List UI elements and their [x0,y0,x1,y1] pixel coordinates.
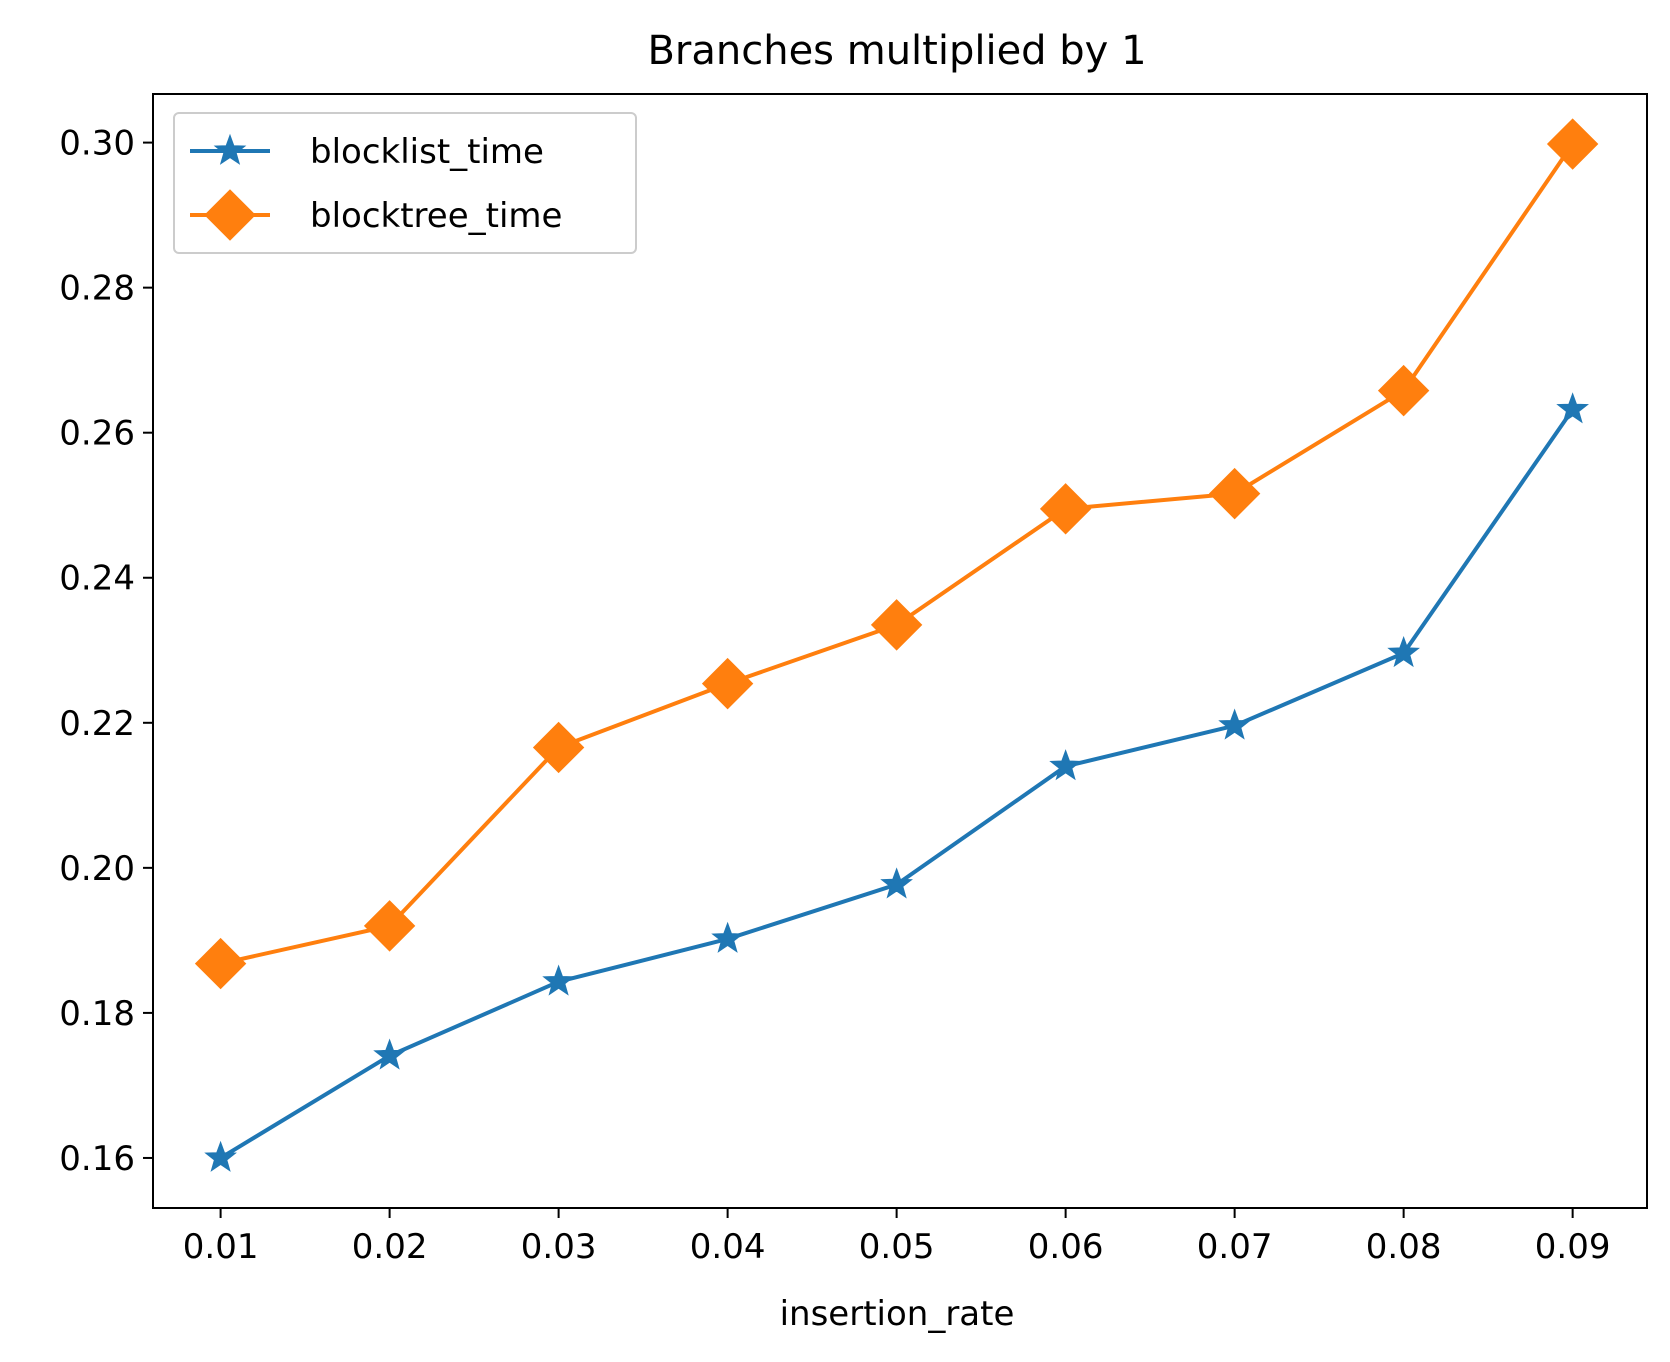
data-point-blocklist_time-7 [1218,708,1251,740]
legend-box [173,112,637,254]
y-tick-label-2: 0.18 [59,994,135,1034]
y-tick-label-5: 0.24 [59,559,135,599]
axes-frame [152,93,1648,1209]
data-point-blocklist_time-5 [880,867,913,899]
x-tick-label-2: 0.02 [352,1227,428,1267]
data-point-blocklist_time-8 [1387,635,1420,668]
data-point-blocklist_time-6 [1049,749,1082,781]
x-tick-label-1: 0.01 [183,1227,259,1267]
data-point-blocktree_time-9 [1546,118,1599,170]
data-point-blocklist_time-2 [373,1038,406,1070]
x-axis-label: insertion_rate [780,1294,1015,1334]
y-tick-label-3: 0.20 [59,849,135,889]
y-tick-label-7: 0.28 [59,269,135,309]
x-tick-label-8: 0.08 [1366,1227,1442,1267]
data-point-blocktree_time-1 [194,937,247,990]
data-point-blocktree_time-8 [1377,364,1430,417]
x-tick-label-9: 0.09 [1535,1227,1611,1267]
data-point-blocklist_time-1 [204,1140,237,1172]
data-point-blocklist_time-4 [711,921,744,953]
series-layer [194,118,1599,1172]
legend-label-blocktree_time: blocktree_time [310,196,562,236]
x-tick-label-6: 0.06 [1028,1227,1104,1267]
chart-title: Branches multiplied by 1 [647,28,1146,74]
legend-entry-blocktree_time: blocktree_time [190,189,562,241]
legend-label-blocklist_time: blocklist_time [310,132,544,172]
legend-marker-blocklist_time [213,133,247,165]
axes-layer: 0.01 0.02 0.03 0.04 0.05 0.06 0.07 0.08 0.09 0.16… [59,93,1648,1267]
data-point-blocktree_time-6 [1039,483,1092,535]
data-point-blocktree_time-5 [870,599,923,651]
y-tick-label-4: 0.22 [59,704,135,744]
y-tick-label-8: 0.30 [59,124,135,164]
y-tick-label-6: 0.26 [59,414,135,454]
series-blocktree_time [194,118,1599,990]
data-point-blocklist_time-9 [1556,392,1589,424]
data-point-blocktree_time-4 [701,657,754,710]
plot-background [153,94,1647,1208]
data-point-blocktree_time-3 [532,721,585,774]
x-tick-label-7: 0.07 [1197,1227,1273,1267]
plot-area [153,94,1647,1208]
data-point-blocklist_time-3 [542,964,575,996]
x-tick-label-3: 0.03 [521,1227,597,1267]
legend-marker-blocktree_time [204,189,256,241]
x-tick-label-5: 0.05 [859,1227,935,1267]
data-point-blocktree_time-2 [363,900,416,952]
data-point-blocktree_time-7 [1208,467,1261,520]
y-tick-label-1: 0.16 [59,1139,135,1179]
series-blocklist_time [204,392,1589,1172]
legend: blocklist_time blocktree_time [173,112,637,254]
x-tick-label-4: 0.04 [690,1227,766,1267]
legend-entry-blocklist_time: blocklist_time [190,132,544,172]
